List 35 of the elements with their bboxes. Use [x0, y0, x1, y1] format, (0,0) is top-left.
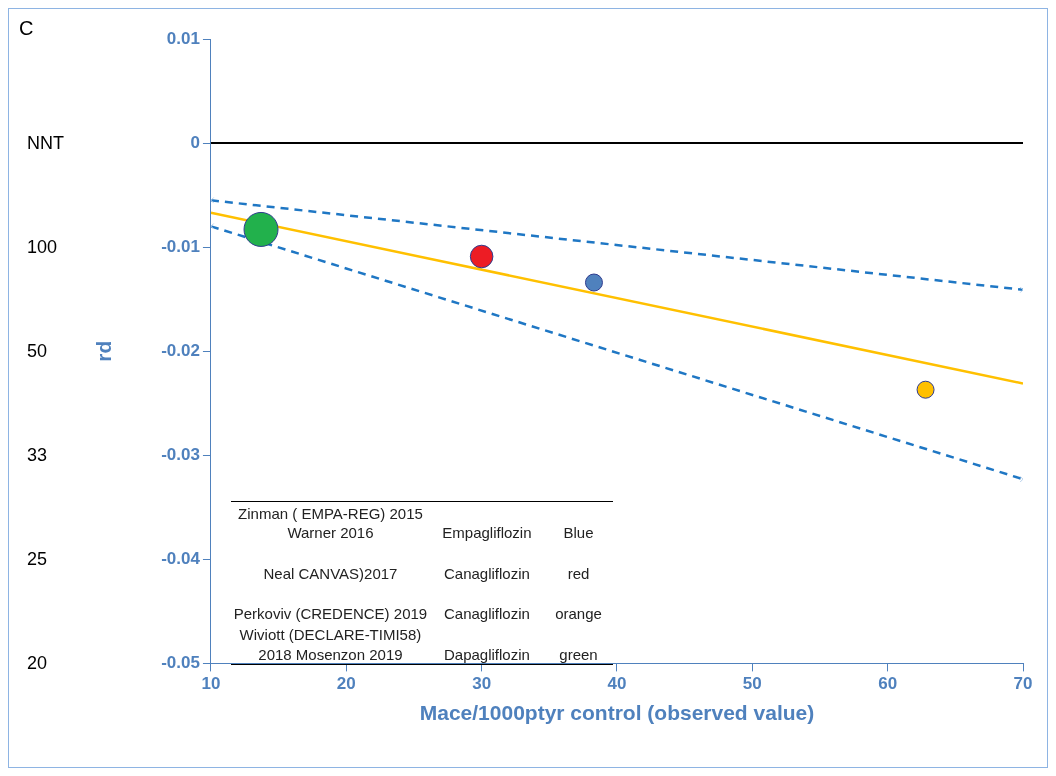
y-tick-label: -0.05 [161, 653, 200, 673]
annotation: Canagliflozin [443, 604, 531, 624]
x-tick-label: 50 [742, 674, 762, 694]
x-tick-label: 40 [607, 674, 627, 694]
text: 25 [27, 548, 48, 571]
text: C [19, 17, 34, 40]
x-tick-label: 70 [1013, 674, 1033, 694]
annotation: Perkoviv (CREDENCE) 2019 [232, 604, 429, 624]
y-axis-title: rd [92, 340, 116, 362]
text: 33 [27, 444, 48, 467]
annotation: red [566, 563, 591, 584]
text: 20 [27, 652, 48, 675]
annotation: orange [554, 604, 603, 624]
x-axis-title: Mace/1000ptyr control (observed value) [419, 701, 815, 725]
y-tick-label: -0.03 [161, 444, 200, 464]
annotation: Canagliflozin [443, 563, 531, 584]
text: 100 [27, 236, 58, 259]
y-tick-label: -0.02 [161, 340, 200, 360]
x-tick-label: 20 [336, 674, 356, 694]
annotation: Dapagliflozin [443, 644, 531, 665]
annotation: green [558, 644, 599, 665]
annotation: Neal CANVAS)2017 [262, 563, 399, 584]
y-tick-label: 0.01 [166, 28, 200, 48]
y-tick-label: -0.01 [161, 236, 200, 256]
y-tick-label: -0.04 [161, 549, 201, 569]
x-tick-label: 10 [201, 674, 221, 694]
annotation: Zinman ( EMPA-REG) 2015 Warner 2016 [237, 503, 424, 543]
annotation: Empagliflozin [441, 523, 533, 543]
x-tick-label: 60 [878, 674, 898, 694]
text: NNT [27, 132, 64, 155]
annotation: Wiviott (DECLARE-TIMI58) 2018 Mosenzon 2019 [238, 625, 423, 665]
y-tick-label: 0 [190, 132, 200, 152]
annotation: Blue [562, 523, 595, 543]
x-tick-label: 30 [472, 674, 492, 694]
text: 50 [27, 340, 48, 363]
